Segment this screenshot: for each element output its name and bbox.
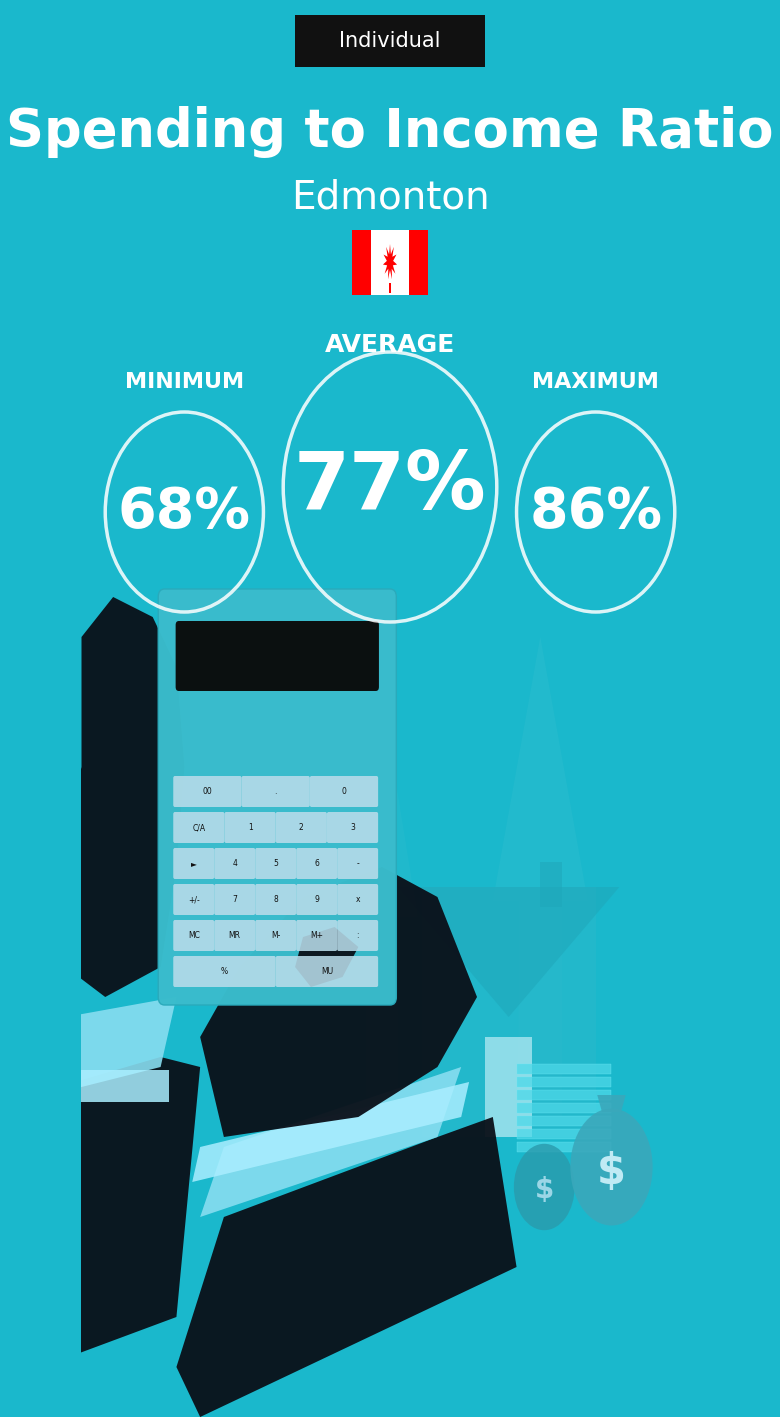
Polygon shape (34, 1057, 200, 1367)
FancyBboxPatch shape (215, 920, 255, 951)
FancyBboxPatch shape (516, 1064, 612, 1074)
Polygon shape (176, 1117, 516, 1417)
FancyBboxPatch shape (422, 887, 596, 1136)
FancyBboxPatch shape (516, 1077, 612, 1087)
Text: $: $ (597, 1151, 626, 1193)
Text: 00: 00 (203, 786, 212, 796)
Polygon shape (346, 697, 417, 1097)
Polygon shape (200, 867, 477, 1136)
FancyBboxPatch shape (310, 777, 378, 808)
FancyBboxPatch shape (295, 16, 485, 67)
Text: AVERAGE: AVERAGE (325, 333, 455, 357)
Text: C/A: C/A (193, 823, 205, 832)
FancyBboxPatch shape (215, 884, 255, 915)
Text: Spending to Income Ratio: Spending to Income Ratio (6, 106, 774, 159)
FancyBboxPatch shape (516, 1142, 612, 1152)
FancyBboxPatch shape (516, 1117, 612, 1127)
FancyBboxPatch shape (173, 777, 242, 808)
Text: 9: 9 (314, 896, 319, 904)
FancyBboxPatch shape (173, 920, 214, 951)
Text: 1: 1 (248, 823, 253, 832)
FancyBboxPatch shape (176, 621, 379, 691)
FancyBboxPatch shape (296, 847, 337, 879)
FancyBboxPatch shape (255, 884, 296, 915)
Polygon shape (493, 638, 588, 1117)
FancyBboxPatch shape (296, 920, 337, 951)
Text: 0: 0 (342, 786, 346, 796)
FancyBboxPatch shape (275, 956, 378, 988)
Polygon shape (58, 597, 184, 998)
Text: MU: MU (321, 966, 333, 976)
FancyBboxPatch shape (173, 956, 275, 988)
Polygon shape (383, 244, 397, 279)
Polygon shape (597, 1095, 626, 1112)
Polygon shape (295, 927, 358, 988)
FancyBboxPatch shape (158, 589, 396, 1005)
FancyBboxPatch shape (296, 884, 337, 915)
FancyBboxPatch shape (353, 230, 371, 295)
FancyBboxPatch shape (409, 230, 427, 295)
FancyBboxPatch shape (173, 847, 214, 879)
Text: MR: MR (229, 931, 241, 939)
FancyBboxPatch shape (255, 920, 296, 951)
Text: +/-: +/- (188, 896, 200, 904)
Text: ►: ► (191, 859, 197, 869)
Text: MC: MC (188, 931, 200, 939)
Text: M-: M- (271, 931, 280, 939)
Text: 77%: 77% (294, 448, 486, 526)
FancyBboxPatch shape (337, 884, 378, 915)
Polygon shape (42, 998, 176, 1097)
Text: 8: 8 (273, 896, 278, 904)
Text: $: $ (534, 1176, 554, 1204)
Text: 4: 4 (232, 859, 237, 869)
Polygon shape (192, 1083, 469, 1182)
Text: -: - (356, 859, 359, 869)
FancyBboxPatch shape (42, 1070, 168, 1102)
Text: M+: M+ (310, 931, 323, 939)
FancyBboxPatch shape (516, 1090, 612, 1100)
FancyBboxPatch shape (337, 920, 378, 951)
FancyBboxPatch shape (337, 847, 378, 879)
FancyBboxPatch shape (173, 884, 214, 915)
Ellipse shape (570, 1108, 653, 1226)
Text: 3: 3 (350, 823, 355, 832)
Polygon shape (398, 887, 619, 1017)
Text: 7: 7 (232, 896, 237, 904)
Text: Individual: Individual (339, 31, 441, 51)
Text: :: : (356, 931, 359, 939)
FancyBboxPatch shape (255, 847, 296, 879)
FancyBboxPatch shape (389, 282, 391, 292)
FancyBboxPatch shape (516, 1102, 612, 1112)
FancyBboxPatch shape (485, 1037, 533, 1136)
FancyBboxPatch shape (242, 777, 310, 808)
Text: .: . (275, 786, 277, 796)
FancyBboxPatch shape (215, 847, 255, 879)
Text: 2: 2 (299, 823, 303, 832)
FancyBboxPatch shape (173, 812, 225, 843)
FancyBboxPatch shape (225, 812, 275, 843)
Text: %: % (221, 966, 228, 976)
Text: 68%: 68% (118, 485, 251, 538)
Text: 6: 6 (314, 859, 319, 869)
Text: MAXIMUM: MAXIMUM (532, 373, 659, 393)
FancyBboxPatch shape (516, 1129, 612, 1139)
Text: x: x (356, 896, 360, 904)
Ellipse shape (514, 1144, 575, 1230)
FancyBboxPatch shape (327, 812, 378, 843)
FancyBboxPatch shape (353, 230, 427, 295)
Text: 5: 5 (273, 859, 278, 869)
FancyBboxPatch shape (275, 812, 327, 843)
Polygon shape (200, 1067, 461, 1217)
Text: Edmonton: Edmonton (291, 179, 489, 215)
FancyBboxPatch shape (541, 862, 562, 907)
Text: 86%: 86% (529, 485, 662, 538)
Text: MINIMUM: MINIMUM (125, 373, 244, 393)
